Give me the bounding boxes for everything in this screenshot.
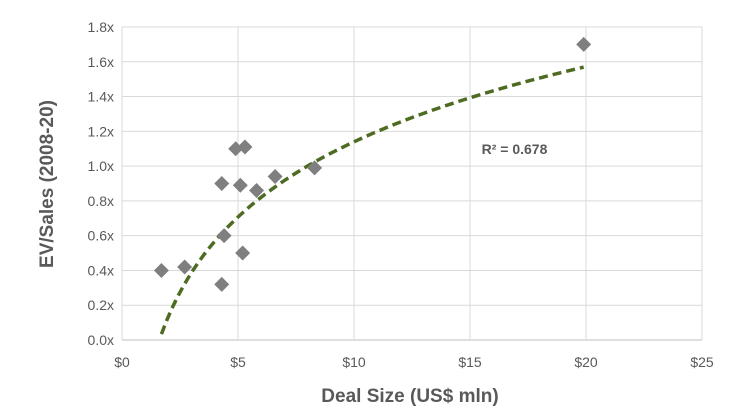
data-point-diamond bbox=[216, 228, 232, 244]
y-tick-label: 0.8x bbox=[88, 193, 114, 209]
x-axis-ticks: $0 $5 $10 $15 $20 $25 bbox=[114, 354, 714, 370]
x-tick-label: $15 bbox=[458, 354, 482, 370]
data-point-diamond bbox=[267, 169, 283, 185]
data-point-diamond bbox=[214, 276, 230, 292]
x-tick-label: $20 bbox=[574, 354, 598, 370]
y-tick-label: 1.2x bbox=[88, 123, 114, 139]
data-point-diamond bbox=[214, 176, 230, 191]
x-axis-title: Deal Size (US$ mln) bbox=[321, 386, 498, 407]
data-point-diamond bbox=[232, 177, 248, 193]
x-tick-label: $25 bbox=[690, 354, 714, 370]
y-tick-label: 1.0x bbox=[88, 158, 114, 174]
y-tick-label: 0.6x bbox=[88, 228, 114, 244]
data-point-diamond bbox=[576, 36, 592, 52]
r-squared-label: R² = 0.678 bbox=[482, 141, 548, 157]
x-tick-label: $10 bbox=[342, 354, 366, 370]
y-tick-label: 1.4x bbox=[88, 89, 114, 105]
trendline-layer bbox=[159, 65, 585, 335]
gridlines bbox=[121, 26, 703, 341]
data-point-diamond bbox=[228, 141, 244, 157]
y-tick-label: 0.2x bbox=[88, 297, 114, 313]
y-tick-label: 1.6x bbox=[88, 54, 114, 70]
data-points bbox=[153, 36, 592, 292]
data-point-diamond bbox=[153, 262, 169, 278]
data-point-diamond bbox=[237, 139, 253, 155]
data-point-diamond bbox=[177, 259, 193, 275]
y-axis-title: EV/Sales (2008-20) bbox=[37, 100, 58, 268]
data-point-diamond bbox=[249, 182, 265, 198]
data-point-diamond bbox=[235, 245, 251, 261]
y-axis-ticks: 0.0x 0.2x 0.4x 0.6x 0.8x 1.0x 1.2x 1.4x 1.6x 1.8x bbox=[88, 19, 114, 348]
data-point-diamond bbox=[307, 160, 323, 176]
y-tick-label: 0.0x bbox=[88, 332, 114, 348]
y-tick-label: 1.8x bbox=[88, 19, 114, 35]
y-tick-label: 0.4x bbox=[88, 262, 114, 278]
x-tick-label: $5 bbox=[230, 354, 246, 370]
x-tick-label: $0 bbox=[114, 354, 130, 370]
trendline bbox=[159, 65, 585, 335]
